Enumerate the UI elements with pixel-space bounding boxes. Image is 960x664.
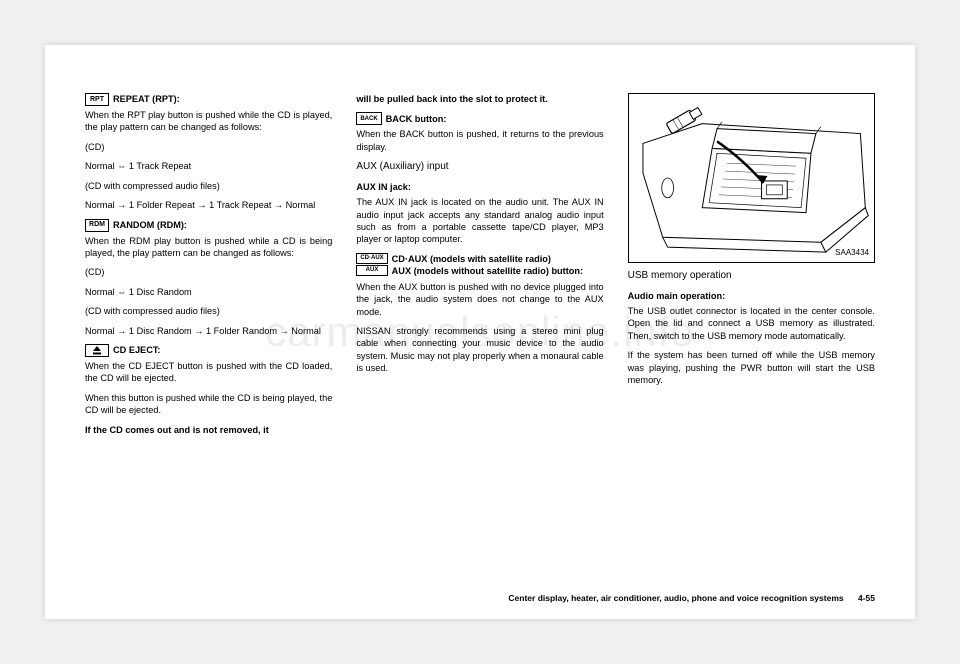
column-2: will be pulled back into the slot to pro… — [356, 93, 603, 561]
back-icon: BACK — [356, 112, 381, 125]
rdm-icon: RDM — [85, 219, 109, 232]
eject-body1: When the CD EJECT button is pushed with … — [85, 360, 332, 385]
page-number: 4-55 — [858, 593, 875, 603]
back-body: When the BACK button is pushed, it retur… — [356, 128, 603, 153]
repeat-title: REPEAT (RPT): — [113, 93, 180, 105]
random-title: RANDOM (RDM): — [113, 219, 187, 231]
usb-body2: If the system has been turned off while … — [628, 349, 875, 386]
usb-body1: The USB outlet connector is located in t… — [628, 305, 875, 342]
aux-subheading: AUX (Auxiliary) input — [356, 160, 603, 174]
usb-title: Audio main operation: — [628, 290, 875, 302]
rpt-icon: RPT — [85, 93, 109, 106]
eject-body3: If the CD comes out and is not removed, … — [85, 424, 332, 436]
repeat-cd: (CD) — [85, 141, 332, 153]
repeat-pattern2: Normal → 1 Folder Repeat → 1 Track Repea… — [85, 199, 332, 211]
cdaux-line1: CD·AUX (models with satellite radio) — [392, 253, 604, 265]
column-1: RPT REPEAT (RPT): When the RPT play butt… — [85, 93, 332, 561]
eject-icon — [85, 344, 109, 357]
random-cd: (CD) — [85, 266, 332, 278]
repeat-pattern1: Normal ⇔ 1 Track Repeat — [85, 160, 332, 172]
manual-page: carmanualsonline.info RPT REPEAT (RPT): … — [45, 45, 915, 619]
repeat-body: When the RPT play button is pushed while… — [85, 109, 332, 134]
aux-icon: AUX — [356, 265, 387, 276]
back-title: BACK button: — [386, 113, 447, 125]
page-footer: Center display, heater, air conditioner,… — [508, 593, 875, 603]
usb-subheading: USB memory operation — [628, 269, 875, 283]
figure-code: SAA3434 — [835, 248, 869, 259]
repeat-comp: (CD with compressed audio files) — [85, 180, 332, 192]
cdaux-icon-stack: CD·AUX AUX — [356, 253, 387, 276]
eject-title: CD EJECT: — [113, 344, 160, 356]
auxjack-body: The AUX IN jack is located on the audio … — [356, 196, 603, 246]
usb-figure: SAA3434 — [628, 93, 875, 263]
cdaux-body1: When the AUX button is pushed with no de… — [356, 281, 603, 318]
random-comp: (CD with compressed audio files) — [85, 305, 332, 317]
cdaux-icon: CD·AUX — [356, 253, 387, 264]
usb-illustration-svg — [629, 94, 874, 262]
random-body: When the RDM play button is pushed while… — [85, 235, 332, 260]
auxjack-title: AUX IN jack: — [356, 181, 603, 193]
eject-body2: When this button is pushed while the CD … — [85, 392, 332, 417]
random-pattern1: Normal ⇔ 1 Disc Random — [85, 286, 332, 298]
cdaux-line2: AUX (models without satellite radio) but… — [392, 265, 604, 277]
cdaux-title-block: CD·AUX (models with satellite radio) AUX… — [392, 253, 604, 278]
cdaux-heading: CD·AUX AUX CD·AUX (models with satellite… — [356, 253, 603, 278]
col2-continuation: will be pulled back into the slot to pro… — [356, 93, 603, 105]
columns-container: RPT REPEAT (RPT): When the RPT play butt… — [85, 93, 875, 561]
cdaux-body2: NISSAN strongly recommends using a stere… — [356, 325, 603, 375]
random-pattern2: Normal → 1 Disc Random → 1 Folder Random… — [85, 325, 332, 337]
random-heading: RDM RANDOM (RDM): — [85, 219, 332, 232]
eject-heading: CD EJECT: — [85, 344, 332, 357]
back-heading: BACK BACK button: — [356, 112, 603, 125]
repeat-heading: RPT REPEAT (RPT): — [85, 93, 332, 106]
footer-text: Center display, heater, air conditioner,… — [508, 593, 843, 603]
column-3: SAA3434 USB memory operation Audio main … — [628, 93, 875, 561]
